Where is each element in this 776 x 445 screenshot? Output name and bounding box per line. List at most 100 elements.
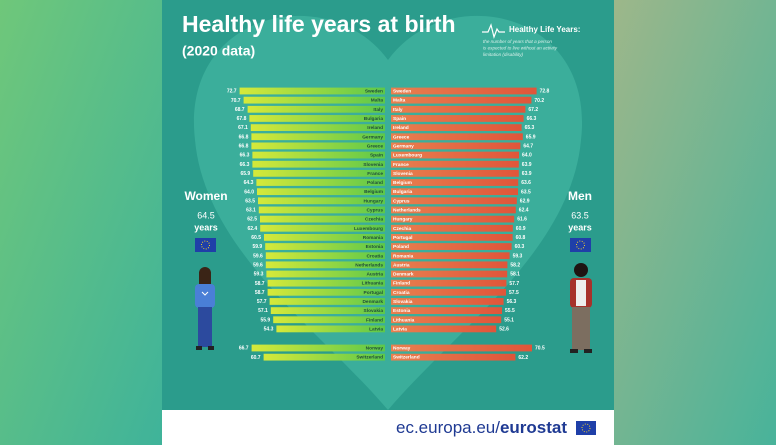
value-label: 63.9 (522, 171, 532, 177)
bar (250, 124, 385, 131)
value-label: 55.9 (260, 317, 270, 323)
category-label: Estonia (393, 308, 411, 314)
value-label: 66.3 (240, 153, 250, 159)
bar (258, 206, 385, 214)
bar (391, 316, 502, 324)
category-label: Luxembourg (354, 226, 383, 232)
category-label: Slovakia (393, 299, 413, 305)
bar (391, 252, 510, 260)
value-label: 63.5 (521, 189, 531, 195)
bar (391, 243, 512, 250)
value-label: 60.8 (516, 235, 526, 241)
footer-band (162, 410, 614, 445)
value-label: 59.6 (253, 262, 263, 268)
bar (391, 133, 523, 141)
bar (391, 270, 508, 278)
category-label: Greece (367, 143, 384, 149)
category-label: Slovenia (393, 171, 413, 177)
value-label: 57.7 (257, 299, 267, 305)
category-label: Norway (393, 346, 411, 352)
category-label: Ireland (367, 125, 383, 131)
eu-flag (570, 238, 591, 252)
bar (391, 288, 506, 296)
bar (260, 224, 385, 232)
category-label: Netherlands (393, 208, 421, 214)
category-label: Poland (393, 244, 409, 250)
category-label: Croatia (393, 290, 410, 296)
category-label: Switzerland (393, 355, 420, 361)
bar (391, 87, 537, 95)
value-label: 65.9 (526, 134, 536, 140)
bar (264, 234, 385, 241)
bar (391, 279, 507, 287)
definition-title: Healthy Life Years: (509, 25, 580, 34)
value-label: 57.1 (258, 308, 268, 314)
category-label: France (367, 171, 383, 177)
category-label: Slovenia (363, 162, 383, 168)
definition-line: the number of years that a person (483, 39, 552, 44)
category-label: Poland (367, 180, 383, 186)
bar (391, 234, 513, 241)
value-label: 62.5 (247, 217, 257, 223)
value-label: 59.9 (252, 244, 262, 250)
value-label: 55.5 (505, 308, 515, 314)
summary-value: 63.5 (571, 210, 589, 220)
bar (265, 261, 385, 269)
bar (243, 96, 385, 104)
bar (391, 206, 516, 214)
bar (391, 179, 519, 186)
category-label: Hungary (393, 217, 413, 223)
category-label: Portugal (393, 235, 412, 241)
bar (263, 353, 385, 361)
woman-figure (195, 267, 215, 350)
value-label: 62.4 (247, 226, 257, 232)
bar (391, 151, 519, 159)
value-label: 63.1 (246, 208, 256, 214)
bar (391, 105, 526, 113)
category-label: Latvia (393, 326, 407, 332)
value-label: 57.7 (509, 281, 519, 287)
category-label: Denmark (393, 272, 414, 278)
category-label: Czechia (393, 226, 411, 232)
value-label: 63.9 (522, 162, 532, 168)
category-label: Finland (366, 317, 383, 323)
value-label: 59.3 (513, 253, 523, 259)
value-label: 72.8 (540, 89, 550, 95)
value-label: 54.3 (264, 327, 274, 333)
bar (391, 160, 519, 168)
category-label: Lithuania (362, 281, 384, 287)
bar (260, 215, 385, 223)
bar (266, 270, 385, 278)
summary-value: 64.5 (197, 210, 215, 220)
value-label: 59.3 (254, 272, 264, 278)
value-label: 62.9 (520, 198, 530, 204)
bar (391, 325, 497, 333)
category-label: Malta (371, 98, 384, 104)
bar (257, 188, 385, 196)
bar (391, 298, 504, 305)
bar (391, 307, 502, 314)
bar (391, 142, 521, 150)
category-label: Romania (393, 253, 414, 259)
category-label: Italy (373, 107, 383, 113)
side-background (0, 0, 162, 445)
value-label: 66.8 (239, 134, 249, 140)
bar (391, 344, 532, 352)
bar (391, 169, 519, 177)
bar (391, 188, 518, 196)
category-label: Sweden (393, 89, 411, 95)
value-label: 64.0 (522, 153, 532, 159)
footer-text: ec.europa.eu/eurostat (396, 418, 567, 437)
bar (273, 316, 385, 324)
value-label: 67.2 (528, 107, 538, 113)
category-label: Belgium (393, 180, 412, 186)
category-label: Denmark (362, 299, 383, 305)
bar (265, 243, 385, 250)
definition: the number of years that a person is expe… (483, 39, 558, 57)
value-label: 58.2 (510, 262, 520, 268)
definition-line: is expected to live without an activity (483, 46, 558, 51)
bar (251, 142, 385, 150)
category-label: Austria (393, 262, 410, 268)
